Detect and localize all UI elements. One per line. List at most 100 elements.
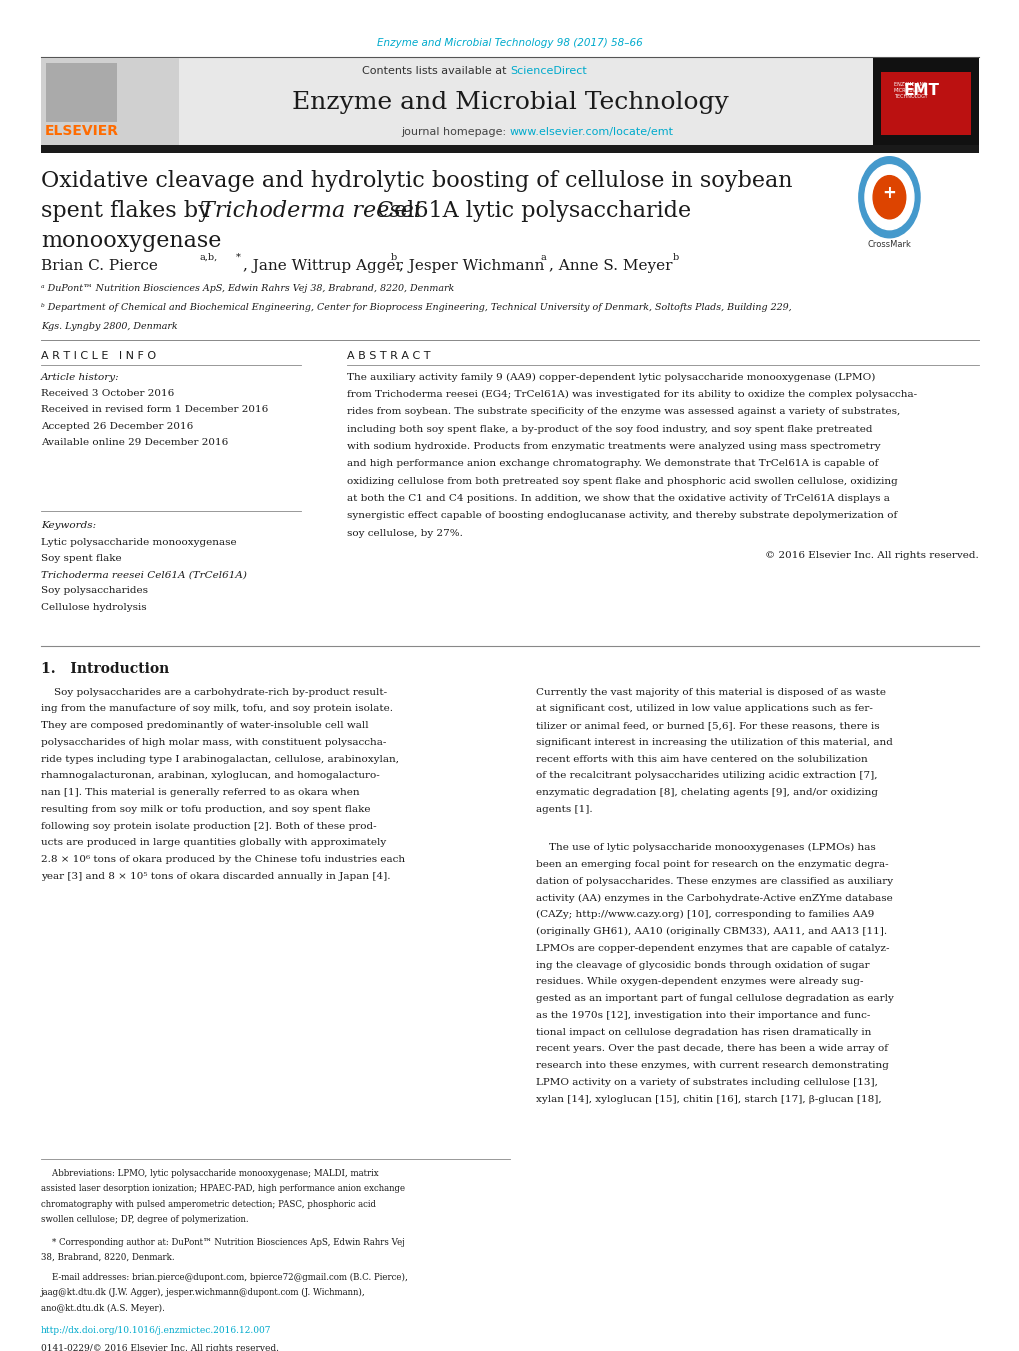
Text: LPMOs are copper-dependent enzymes that are capable of catalyz-: LPMOs are copper-dependent enzymes that … bbox=[535, 944, 889, 952]
Text: agents [1].: agents [1]. bbox=[535, 805, 592, 813]
Bar bbox=[41, 145, 978, 153]
Text: dation of polysaccharides. These enzymes are classified as auxiliary: dation of polysaccharides. These enzymes… bbox=[535, 877, 892, 886]
Text: http://dx.doi.org/10.1016/j.enzmictec.2016.12.007: http://dx.doi.org/10.1016/j.enzmictec.20… bbox=[41, 1327, 271, 1335]
Text: from Trichoderma reesei (EG4; TrCel61A) was investigated for its ability to oxid: from Trichoderma reesei (EG4; TrCel61A) … bbox=[346, 390, 916, 400]
Text: at both the C1 and C4 positions. In addition, we show that the oxidative activit: at both the C1 and C4 positions. In addi… bbox=[346, 494, 889, 503]
Text: 1.   Introduction: 1. Introduction bbox=[41, 662, 169, 676]
Bar bbox=[46, 63, 117, 122]
Text: Soy spent flake: Soy spent flake bbox=[41, 554, 121, 563]
Text: Keywords:: Keywords: bbox=[41, 521, 96, 531]
Text: , Jesper Wichmann: , Jesper Wichmann bbox=[398, 259, 544, 273]
Text: (originally GH61), AA10 (originally CBM33), AA11, and AA13 [11].: (originally GH61), AA10 (originally CBM3… bbox=[535, 927, 886, 936]
Text: Trichoderma reesei: Trichoderma reesei bbox=[200, 200, 421, 222]
Bar bbox=[872, 58, 978, 145]
Text: a: a bbox=[540, 253, 546, 262]
Text: *: * bbox=[235, 253, 240, 262]
Text: Article history:: Article history: bbox=[41, 373, 119, 382]
Text: Abbreviations: LPMO, lytic polysaccharide monooxygenase; MALDI, matrix: Abbreviations: LPMO, lytic polysaccharid… bbox=[41, 1169, 378, 1178]
Text: activity (AA) enzymes in the Carbohydrate-Active enZYme database: activity (AA) enzymes in the Carbohydrat… bbox=[535, 893, 892, 902]
Text: Cel61A lytic polysaccharide: Cel61A lytic polysaccharide bbox=[370, 200, 691, 222]
Text: recent efforts with this aim have centered on the solubilization: recent efforts with this aim have center… bbox=[535, 755, 866, 763]
Text: enzymatic degradation [8], chelating agents [9], and/or oxidizing: enzymatic degradation [8], chelating age… bbox=[535, 788, 876, 797]
Text: Brian C. Pierce: Brian C. Pierce bbox=[41, 259, 158, 273]
Text: research into these enzymes, with current research demonstrating: research into these enzymes, with curren… bbox=[535, 1061, 888, 1070]
Text: chromatography with pulsed amperometric detection; PASC, phosphoric acid: chromatography with pulsed amperometric … bbox=[41, 1200, 375, 1209]
Text: ing from the manufacture of soy milk, tofu, and soy protein isolate.: ing from the manufacture of soy milk, to… bbox=[41, 704, 392, 713]
Text: resulting from soy milk or tofu production, and soy spent flake: resulting from soy milk or tofu producti… bbox=[41, 805, 370, 813]
Text: and high performance anion exchange chromatography. We demonstrate that TrCel61A: and high performance anion exchange chro… bbox=[346, 459, 877, 469]
Text: Oxidative cleavage and hydrolytic boosting of cellulose in soybean: Oxidative cleavage and hydrolytic boosti… bbox=[41, 170, 792, 192]
Text: year [3] and 8 × 10⁵ tons of okara discarded annually in Japan [4].: year [3] and 8 × 10⁵ tons of okara disca… bbox=[41, 871, 390, 881]
Text: ano@kt.dtu.dk (A.S. Meyer).: ano@kt.dtu.dk (A.S. Meyer). bbox=[41, 1304, 164, 1313]
Text: with sodium hydroxide. Products from enzymatic treatments were analyzed using ma: with sodium hydroxide. Products from enz… bbox=[346, 442, 879, 451]
Text: ᵃ DuPont™ Nutrition Biosciences ApS, Edwin Rahrs Vej 38, Brabrand, 8220, Denmark: ᵃ DuPont™ Nutrition Biosciences ApS, Edw… bbox=[41, 284, 453, 293]
Text: 38, Brabrand, 8220, Denmark.: 38, Brabrand, 8220, Denmark. bbox=[41, 1254, 174, 1262]
Text: Accepted 26 December 2016: Accepted 26 December 2016 bbox=[41, 422, 193, 431]
Text: following soy protein isolate production [2]. Both of these prod-: following soy protein isolate production… bbox=[41, 821, 376, 831]
Text: Received 3 October 2016: Received 3 October 2016 bbox=[41, 389, 174, 399]
Text: CrossMark: CrossMark bbox=[866, 240, 911, 250]
Text: (CAZy; http://www.cazy.org) [10], corresponding to families AA9: (CAZy; http://www.cazy.org) [10], corres… bbox=[535, 911, 873, 920]
Text: The auxiliary activity family 9 (AA9) copper-dependent lytic polysaccharide mono: The auxiliary activity family 9 (AA9) co… bbox=[346, 373, 874, 382]
Text: 2.8 × 10⁶ tons of okara produced by the Chinese tofu industries each: 2.8 × 10⁶ tons of okara produced by the … bbox=[41, 855, 405, 865]
Text: oxidizing cellulose from both pretreated soy spent flake and phosphoric acid swo: oxidizing cellulose from both pretreated… bbox=[346, 477, 897, 485]
Text: xylan [14], xyloglucan [15], chitin [16], starch [17], β-glucan [18],: xylan [14], xyloglucan [15], chitin [16]… bbox=[535, 1094, 880, 1104]
Bar bbox=[41, 58, 978, 145]
Text: Enzyme and Microbial Technology: Enzyme and Microbial Technology bbox=[291, 91, 728, 113]
Text: Available online 29 December 2016: Available online 29 December 2016 bbox=[41, 438, 228, 447]
Text: swollen cellulose; DP, degree of polymerization.: swollen cellulose; DP, degree of polymer… bbox=[41, 1216, 249, 1224]
Text: Cellulose hydrolysis: Cellulose hydrolysis bbox=[41, 603, 147, 612]
Text: significant interest in increasing the utilization of this material, and: significant interest in increasing the u… bbox=[535, 738, 892, 747]
Circle shape bbox=[858, 157, 919, 238]
Text: ELSEVIER: ELSEVIER bbox=[45, 124, 119, 138]
Text: ride types including type I arabinogalactan, cellulose, arabinoxylan,: ride types including type I arabinogalac… bbox=[41, 755, 398, 763]
Text: been an emerging focal point for research on the enzymatic degra-: been an emerging focal point for researc… bbox=[535, 861, 888, 869]
Text: , Anne S. Meyer: , Anne S. Meyer bbox=[548, 259, 672, 273]
Text: as the 1970s [12], investigation into their importance and func-: as the 1970s [12], investigation into th… bbox=[535, 1011, 869, 1020]
Text: at significant cost, utilized in low value applications such as fer-: at significant cost, utilized in low val… bbox=[535, 704, 871, 713]
Text: gested as an important part of fungal cellulose degradation as early: gested as an important part of fungal ce… bbox=[535, 994, 893, 1002]
Circle shape bbox=[864, 165, 913, 230]
Text: jaag@kt.dtu.dk (J.W. Agger), jesper.wichmann@dupont.com (J. Wichmann),: jaag@kt.dtu.dk (J.W. Agger), jesper.wich… bbox=[41, 1289, 365, 1297]
Text: 0141-0229/© 2016 Elsevier Inc. All rights reserved.: 0141-0229/© 2016 Elsevier Inc. All right… bbox=[41, 1343, 278, 1351]
Text: spent flakes by: spent flakes by bbox=[41, 200, 218, 222]
Text: rhamnogalacturonan, arabinan, xyloglucan, and homogalacturo-: rhamnogalacturonan, arabinan, xyloglucan… bbox=[41, 771, 379, 781]
Text: residues. While oxygen-dependent enzymes were already sug-: residues. While oxygen-dependent enzymes… bbox=[535, 977, 862, 986]
Text: nan [1]. This material is generally referred to as okara when: nan [1]. This material is generally refe… bbox=[41, 788, 359, 797]
Text: Currently the vast majority of this material is disposed of as waste: Currently the vast majority of this mate… bbox=[535, 688, 884, 697]
Text: assisted laser desorption ionization; HPAEC-PAD, high performance anion exchange: assisted laser desorption ionization; HP… bbox=[41, 1183, 405, 1193]
Text: A B S T R A C T: A B S T R A C T bbox=[346, 351, 430, 361]
Text: A R T I C L E   I N F O: A R T I C L E I N F O bbox=[41, 351, 156, 361]
Text: +: + bbox=[881, 184, 896, 203]
Text: soy cellulose, by 27%.: soy cellulose, by 27%. bbox=[346, 528, 463, 538]
Text: b: b bbox=[673, 253, 679, 262]
Text: The use of lytic polysaccharide monooxygenases (LPMOs) has: The use of lytic polysaccharide monooxyg… bbox=[535, 843, 874, 852]
Text: tional impact on cellulose degradation has risen dramatically in: tional impact on cellulose degradation h… bbox=[535, 1028, 870, 1036]
Bar bbox=[41, 58, 178, 145]
Text: Received in revised form 1 December 2016: Received in revised form 1 December 2016 bbox=[41, 405, 268, 415]
Text: ᵇ Department of Chemical and Biochemical Engineering, Center for Bioprocess Engi: ᵇ Department of Chemical and Biochemical… bbox=[41, 303, 791, 312]
Text: a,b,: a,b, bbox=[200, 253, 218, 262]
Text: EMT: EMT bbox=[903, 82, 940, 99]
Text: journal homepage:: journal homepage: bbox=[401, 127, 510, 136]
Text: of the recalcitrant polysaccharides utilizing acidic extraction [7],: of the recalcitrant polysaccharides util… bbox=[535, 771, 876, 781]
Text: b: b bbox=[390, 253, 396, 262]
Text: synergistic effect capable of boosting endoglucanase activity, and thereby subst: synergistic effect capable of boosting e… bbox=[346, 511, 896, 520]
Circle shape bbox=[872, 176, 905, 219]
Text: tilizer or animal feed, or burned [5,6]. For these reasons, there is: tilizer or animal feed, or burned [5,6].… bbox=[535, 721, 878, 730]
Bar bbox=[872, 58, 978, 72]
Text: E-mail addresses: brian.pierce@dupont.com, bpierce72@gmail.com (B.C. Pierce),: E-mail addresses: brian.pierce@dupont.co… bbox=[41, 1273, 408, 1282]
Text: ENZYME AND
MICROBIAL
TECHNOLOGY: ENZYME AND MICROBIAL TECHNOLOGY bbox=[893, 82, 926, 99]
Text: recent years. Over the past decade, there has been a wide array of: recent years. Over the past decade, ther… bbox=[535, 1044, 887, 1054]
Bar bbox=[880, 68, 970, 135]
Text: including both soy spent flake, a by-product of the soy food industry, and soy s: including both soy spent flake, a by-pro… bbox=[346, 424, 871, 434]
Text: Kgs. Lyngby 2800, Denmark: Kgs. Lyngby 2800, Denmark bbox=[41, 322, 177, 331]
Text: Lytic polysaccharide monooxygenase: Lytic polysaccharide monooxygenase bbox=[41, 538, 236, 547]
Text: They are composed predominantly of water-insoluble cell wall: They are composed predominantly of water… bbox=[41, 721, 368, 730]
Text: Contents lists available at: Contents lists available at bbox=[362, 66, 510, 76]
Text: , Jane Wittrup Agger: , Jane Wittrup Agger bbox=[243, 259, 403, 273]
Text: Trichoderma reesei Cel61A (TrCel61A): Trichoderma reesei Cel61A (TrCel61A) bbox=[41, 570, 247, 580]
Text: ing the cleavage of glycosidic bonds through oxidation of sugar: ing the cleavage of glycosidic bonds thr… bbox=[535, 961, 868, 970]
Text: rides from soybean. The substrate specificity of the enzyme was assessed against: rides from soybean. The substrate specif… bbox=[346, 408, 899, 416]
Text: ucts are produced in large quantities globally with approximately: ucts are produced in large quantities gl… bbox=[41, 839, 385, 847]
